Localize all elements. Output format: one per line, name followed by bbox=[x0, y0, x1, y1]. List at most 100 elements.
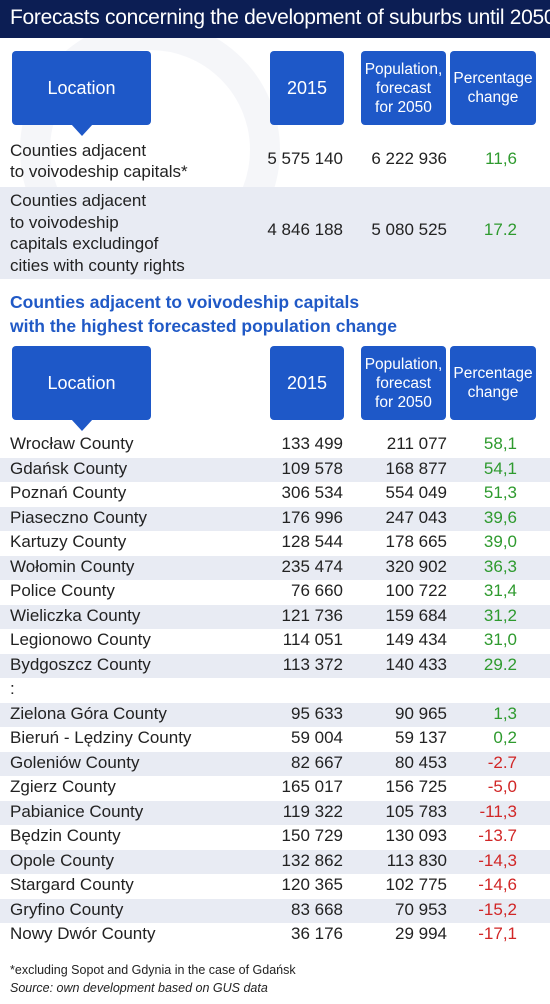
row-location: Bydgoszcz County bbox=[10, 654, 151, 674]
row-2015: 76 660 bbox=[291, 581, 343, 600]
row-location: Gryfino County bbox=[10, 899, 124, 919]
table-row: Gdańsk County 109 578 168 877 54,1 bbox=[0, 457, 550, 482]
row-2050: 320 902 bbox=[385, 556, 447, 576]
summary-2050: 6 222 936 bbox=[371, 149, 447, 168]
row-2015: 150 729 bbox=[281, 826, 343, 845]
header-forecast-line: for 2050 bbox=[375, 393, 432, 411]
row-change: -5,0 bbox=[487, 777, 517, 796]
header-forecast-line: Population, bbox=[364, 355, 443, 373]
row-change: 0,2 bbox=[493, 728, 517, 747]
header-change-line: change bbox=[467, 384, 519, 401]
row-location: Goleniów County bbox=[10, 752, 140, 772]
row-change: 1,3 bbox=[493, 703, 517, 723]
table-row: Kartuzy County 128 544 178 665 39,0 bbox=[0, 531, 550, 556]
header-change-line: Percentage bbox=[453, 365, 533, 382]
row-2015: 235 474 bbox=[281, 556, 343, 576]
row-2050: 149 434 bbox=[385, 630, 447, 649]
row-2015: 176 996 bbox=[281, 507, 343, 527]
row-change: 31,2 bbox=[483, 605, 517, 625]
row-location: Gdańsk County bbox=[10, 458, 128, 478]
row-2015: 120 365 bbox=[281, 875, 343, 894]
row-2015: 83 668 bbox=[291, 899, 343, 919]
summary-2015: 4 846 188 bbox=[267, 220, 343, 239]
header-location: Location bbox=[12, 51, 151, 136]
row-location: : bbox=[10, 679, 15, 698]
header-2015: 2015 bbox=[270, 346, 344, 420]
table-row: Legionowo County 114 051 149 434 31,0 bbox=[0, 629, 550, 654]
summary-location-line: cities with county rights bbox=[10, 255, 185, 275]
row-change: 54,1 bbox=[483, 458, 517, 478]
row-change: 51,3 bbox=[483, 483, 517, 502]
table-row: Piaseczno County 176 996 247 043 39,6 bbox=[0, 506, 550, 531]
row-change: -14,3 bbox=[478, 850, 517, 870]
table-row: Bydgoszcz County 113 372 140 433 29.2 bbox=[0, 653, 550, 678]
row-change: 39,6 bbox=[483, 507, 517, 527]
summary-change: 17.2 bbox=[483, 220, 517, 239]
row-change: -2.7 bbox=[487, 752, 517, 772]
row-2015: 121 736 bbox=[281, 605, 343, 625]
row-change: -11,3 bbox=[479, 801, 518, 821]
summary-location-line: Counties adjacent bbox=[10, 191, 147, 210]
table-row: Zielona Góra County 95 633 90 965 1,3 bbox=[0, 702, 550, 727]
summary-row: Counties adjacent to voivodeship capital… bbox=[0, 138, 550, 186]
row-2050: 168 877 bbox=[385, 458, 447, 478]
table-row: Stargard County 120 365 102 775 -14,6 bbox=[0, 874, 550, 899]
summary-location-line: to voivodeship bbox=[10, 212, 119, 232]
row-location: Opole County bbox=[10, 850, 114, 870]
header-change-line: Percentage bbox=[453, 70, 533, 87]
row-2015: 114 051 bbox=[282, 630, 343, 649]
header-forecast: Population, forecast for 2050 bbox=[361, 51, 446, 125]
row-location: Legionowo County bbox=[10, 630, 151, 649]
footnote-text: *excluding Sopot and Gdynia in the case … bbox=[10, 963, 296, 977]
row-2015: 82 667 bbox=[291, 752, 343, 772]
row-2050: 102 775 bbox=[385, 875, 447, 894]
table-row: Wieliczka County 121 736 159 684 31,2 bbox=[0, 604, 550, 629]
row-2015: 59 004 bbox=[291, 728, 343, 747]
table-row: Bieruń - Lędziny County 59 004 59 137 0,2 bbox=[0, 727, 550, 752]
row-location: Będzin County bbox=[10, 826, 121, 845]
row-2015: 132 862 bbox=[281, 850, 343, 870]
row-2050: 247 043 bbox=[385, 507, 447, 527]
table-row: Wołomin County 235 474 320 902 36,3 bbox=[0, 555, 550, 580]
section-title-line: with the highest forecasted population c… bbox=[10, 316, 397, 336]
header-forecast-line: forecast bbox=[375, 374, 432, 392]
row-change: 58,1 bbox=[483, 434, 517, 453]
row-2050: 90 965 bbox=[395, 703, 447, 723]
table-row: Wrocław County 133 499 211 077 58,1 bbox=[0, 433, 550, 458]
summary-location-line: to voivodeship capitals* bbox=[10, 162, 188, 181]
row-change: 39,0 bbox=[483, 532, 517, 551]
row-location: Kartuzy County bbox=[10, 532, 127, 551]
row-change: 31,0 bbox=[483, 630, 517, 649]
row-change: -17,1 bbox=[478, 924, 517, 943]
row-2015: 109 578 bbox=[281, 458, 343, 478]
table-row: : bbox=[0, 678, 550, 703]
title-bar: Forecasts concerning the development of … bbox=[0, 0, 550, 38]
header-forecast-line: for 2050 bbox=[375, 98, 432, 116]
table-row: Zgierz County 165 017 156 725 -5,0 bbox=[0, 776, 550, 801]
table-row: Gryfino County 83 668 70 953 -15,2 bbox=[0, 898, 550, 923]
summary-location: Counties adjacent to voivodeship capital… bbox=[10, 140, 188, 182]
row-location: Zielona Góra County bbox=[10, 703, 167, 723]
header-forecast-line: Population, bbox=[364, 60, 443, 78]
row-location: Nowy Dwór County bbox=[10, 924, 156, 943]
row-change: -13.7 bbox=[478, 826, 517, 845]
row-2050: 159 684 bbox=[385, 605, 447, 625]
row-2015: 306 534 bbox=[281, 483, 343, 502]
row-2015: 119 322 bbox=[282, 801, 343, 821]
table-row: Police County 76 660 100 722 31,4 bbox=[0, 580, 550, 605]
summary-2015: 5 575 140 bbox=[267, 149, 343, 168]
table-row: Nowy Dwór County 36 176 29 994 -17,1 bbox=[0, 923, 550, 948]
row-location: Bieruń - Lędziny County bbox=[10, 728, 192, 747]
row-2050: 554 049 bbox=[385, 483, 447, 502]
row-2050: 100 722 bbox=[385, 581, 447, 600]
header-location-label: Location bbox=[47, 372, 116, 393]
row-2050: 113 830 bbox=[386, 850, 447, 870]
row-location: Zgierz County bbox=[10, 777, 116, 796]
row-location: Poznań County bbox=[10, 483, 127, 502]
row-2050: 178 665 bbox=[385, 532, 447, 551]
summary-2050: 5 080 525 bbox=[371, 220, 447, 239]
row-2050: 29 994 bbox=[395, 924, 447, 943]
header-change-line: change bbox=[467, 89, 519, 106]
summary-location-line: capitals excludingof bbox=[10, 234, 159, 253]
table-row: Goleniów County 82 667 80 453 -2.7 bbox=[0, 751, 550, 776]
